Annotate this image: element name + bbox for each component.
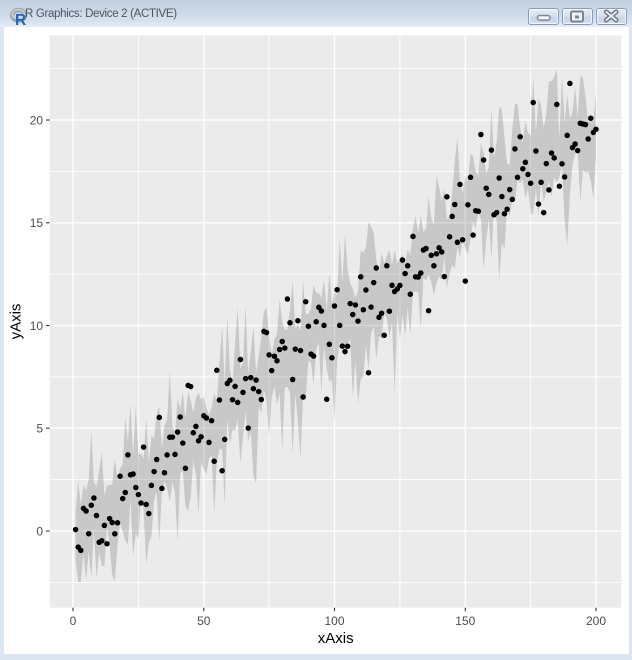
svg-text:150: 150 <box>455 614 475 628</box>
svg-text:0: 0 <box>70 614 77 628</box>
svg-text:xAxis: xAxis <box>318 630 354 647</box>
svg-text:yAxis: yAxis <box>7 304 24 340</box>
svg-text:50: 50 <box>197 614 211 628</box>
svg-text:5: 5 <box>36 422 43 436</box>
svg-text:20: 20 <box>30 113 44 127</box>
svg-text:R: R <box>15 12 26 29</box>
svg-text:15: 15 <box>30 216 44 230</box>
svg-text:0: 0 <box>36 524 43 538</box>
svg-text:100: 100 <box>324 614 344 628</box>
svg-text:200: 200 <box>586 614 606 628</box>
svg-text:10: 10 <box>30 319 44 333</box>
